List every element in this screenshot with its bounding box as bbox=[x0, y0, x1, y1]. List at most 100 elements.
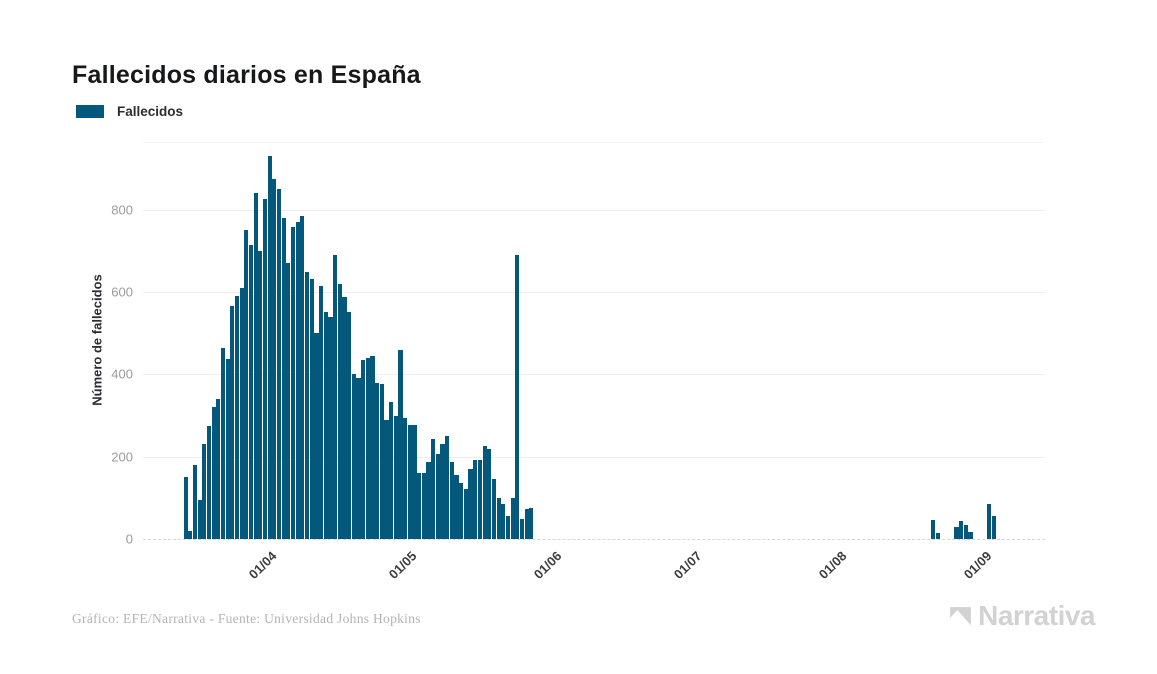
bar[interactable] bbox=[347, 312, 352, 539]
bar[interactable] bbox=[183, 477, 188, 539]
bar[interactable] bbox=[309, 279, 314, 539]
bar[interactable] bbox=[501, 503, 506, 539]
bar[interactable] bbox=[529, 508, 534, 539]
bar[interactable] bbox=[192, 464, 198, 539]
bar[interactable] bbox=[407, 424, 412, 539]
bar[interactable] bbox=[384, 420, 389, 539]
bar[interactable] bbox=[959, 521, 964, 539]
bar[interactable] bbox=[333, 254, 338, 539]
bar[interactable] bbox=[505, 515, 511, 539]
bar[interactable] bbox=[188, 530, 193, 539]
bar[interactable] bbox=[370, 356, 375, 539]
bar[interactable] bbox=[286, 263, 291, 539]
legend-item-fallecidos[interactable]: Fallecidos bbox=[76, 104, 183, 119]
bar[interactable] bbox=[991, 516, 996, 539]
bar[interactable] bbox=[487, 449, 492, 539]
bar[interactable] bbox=[225, 359, 230, 539]
bar[interactable] bbox=[440, 444, 445, 539]
bar[interactable] bbox=[403, 417, 408, 539]
bar[interactable] bbox=[931, 520, 936, 539]
bar[interactable] bbox=[248, 244, 254, 539]
bar[interactable] bbox=[477, 460, 483, 539]
bar[interactable] bbox=[412, 424, 417, 539]
bar[interactable] bbox=[987, 504, 992, 539]
bar[interactable] bbox=[393, 415, 398, 539]
x-axis-tick-label: 01/09 bbox=[960, 548, 995, 582]
bar[interactable] bbox=[328, 316, 333, 539]
bar[interactable] bbox=[454, 475, 459, 539]
brand-logo: Narrativa bbox=[947, 600, 1095, 632]
bar[interactable] bbox=[449, 462, 454, 539]
bar[interactable] bbox=[290, 226, 296, 539]
bar[interactable] bbox=[295, 222, 300, 539]
bar[interactable] bbox=[281, 217, 286, 539]
bar[interactable] bbox=[211, 407, 216, 539]
bar[interactable] bbox=[473, 460, 478, 539]
bar[interactable] bbox=[968, 532, 973, 539]
y-axis-tick-label: 600 bbox=[111, 284, 133, 300]
brand-name: Narrativa bbox=[978, 600, 1095, 631]
bar[interactable] bbox=[267, 156, 272, 539]
bar[interactable] bbox=[216, 399, 221, 539]
bar[interactable] bbox=[342, 296, 347, 539]
bar[interactable] bbox=[459, 482, 464, 539]
bar[interactable] bbox=[482, 445, 487, 539]
bar[interactable] bbox=[276, 189, 282, 539]
bar[interactable] bbox=[304, 271, 310, 539]
bar[interactable] bbox=[519, 518, 525, 539]
bar[interactable] bbox=[515, 254, 520, 539]
bar[interactable] bbox=[524, 509, 529, 539]
bar[interactable] bbox=[417, 473, 422, 539]
bar[interactable] bbox=[426, 462, 431, 539]
gridline bbox=[143, 209, 1045, 211]
bar[interactable] bbox=[356, 378, 361, 539]
bar[interactable] bbox=[220, 347, 226, 539]
bar[interactable] bbox=[510, 497, 515, 539]
narrativa-n-icon bbox=[950, 606, 971, 625]
bar[interactable] bbox=[258, 250, 263, 539]
y-axis-tick-label: 800 bbox=[111, 202, 133, 218]
bar[interactable] bbox=[468, 468, 473, 539]
y-axis-tick-label: 0 bbox=[125, 531, 133, 547]
bar[interactable] bbox=[491, 479, 497, 539]
bar[interactable] bbox=[935, 532, 940, 539]
bar[interactable] bbox=[963, 525, 968, 539]
bar[interactable] bbox=[202, 444, 207, 539]
x-axis-tick-label: 01/07 bbox=[671, 548, 705, 582]
bar[interactable] bbox=[230, 306, 235, 539]
legend-label: Fallecidos bbox=[117, 104, 184, 119]
bar[interactable] bbox=[234, 296, 240, 539]
bar[interactable] bbox=[496, 497, 501, 539]
bar[interactable] bbox=[435, 453, 440, 539]
bar[interactable] bbox=[323, 312, 328, 539]
plot-area: 0 200 400 600 800 01/04 01/05 01/06 01/07 01/08 01… bbox=[111, 142, 1045, 582]
bar[interactable] bbox=[463, 488, 468, 539]
bar[interactable] bbox=[262, 199, 268, 539]
bar[interactable] bbox=[337, 283, 342, 539]
bar[interactable] bbox=[206, 425, 212, 539]
bar[interactable] bbox=[361, 359, 366, 539]
gridline bbox=[143, 292, 1045, 293]
bar[interactable] bbox=[244, 230, 249, 539]
bar[interactable] bbox=[389, 401, 394, 539]
bar[interactable] bbox=[445, 436, 450, 539]
bar[interactable] bbox=[379, 384, 384, 539]
x-axis-tick-label: 01/05 bbox=[386, 548, 420, 582]
bar[interactable] bbox=[239, 287, 244, 539]
bar[interactable] bbox=[365, 357, 370, 539]
bar[interactable] bbox=[272, 178, 277, 539]
bar[interactable] bbox=[954, 526, 959, 539]
bar[interactable] bbox=[300, 215, 305, 539]
y-axis-title: Número de fallecidos bbox=[89, 274, 105, 406]
bar[interactable] bbox=[318, 285, 324, 539]
bar[interactable] bbox=[253, 193, 258, 539]
bar[interactable] bbox=[375, 382, 380, 539]
bar[interactable] bbox=[197, 499, 202, 539]
bar[interactable] bbox=[351, 373, 356, 539]
bar[interactable] bbox=[398, 350, 403, 539]
bar[interactable] bbox=[421, 473, 426, 539]
bar[interactable] bbox=[314, 332, 319, 539]
source-credit: Gráfico: EFE/Narrativa - Fuente: Univers… bbox=[72, 611, 421, 626]
bar[interactable] bbox=[431, 438, 436, 539]
